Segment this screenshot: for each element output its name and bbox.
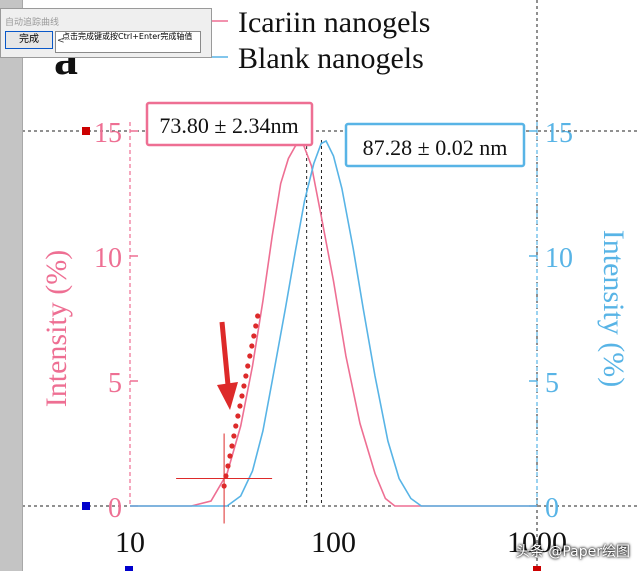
left-y-tick-label: 15 (94, 118, 122, 149)
hint-text: 点击完成键或按Ctrl+Enter完成轴值 (62, 32, 193, 41)
x-tick-label: 10 (115, 526, 145, 559)
x-tick-label: 1000 (507, 526, 567, 559)
trace-point (239, 393, 245, 399)
right-y-axis-title: Intensity (%) (597, 230, 630, 387)
axis-marker-x10 (125, 566, 133, 571)
trace-point (231, 433, 237, 439)
left-y-tick-label: 0 (108, 493, 122, 524)
left-y-tick-label: 5 (108, 368, 122, 399)
trace-point (225, 463, 231, 469)
blank-size-label: 87.28 ± 0.02 nm (363, 135, 508, 160)
axis-marker-x1000 (533, 566, 541, 571)
finish-button[interactable]: 完成 (5, 31, 53, 49)
dialog-title: 自动追踪曲线 (5, 18, 60, 28)
blank-size-box (344, 122, 526, 168)
left-y-axis-title: Intensity (%) (40, 250, 73, 407)
trace-point (241, 383, 247, 389)
trace-point (227, 453, 233, 459)
indicator-arrow-head (217, 382, 238, 410)
axis-marker-y0 (82, 502, 90, 510)
series-line-icariin (130, 139, 537, 507)
trace-point (245, 363, 251, 369)
trace-point (249, 343, 255, 349)
trace-point (255, 313, 261, 319)
trace-point (229, 443, 235, 449)
icariin-size-box (145, 101, 314, 147)
trace-point (243, 373, 249, 379)
series-line-blank (130, 139, 537, 507)
left-y-tick-label: 10 (94, 243, 122, 274)
right-y-tick-label: 15 (545, 118, 573, 149)
right-y-tick-label: 10 (545, 243, 573, 274)
trace-point (251, 333, 257, 339)
trace-point (237, 403, 243, 409)
trace-point (233, 423, 239, 429)
window-left-strip (0, 0, 23, 571)
hint-arrow: < (57, 36, 65, 46)
right-y-tick-label: 5 (545, 368, 559, 399)
right-y-tick-label: 0 (545, 493, 559, 524)
legend-label: Icariin nanogels (238, 6, 430, 39)
trace-point (247, 353, 253, 359)
x-tick-label: 100 (311, 526, 356, 559)
trace-point (253, 323, 259, 329)
axis-marker-y15 (82, 127, 90, 135)
legend-label: Blank nanogels (238, 42, 424, 75)
icariin-size-label: 73.80 ± 2.34nm (159, 113, 298, 138)
hint-box: < 点击完成键或按Ctrl+Enter完成轴值 (55, 31, 201, 53)
watermark: 头条 @Paper绘图 (515, 544, 630, 560)
indicator-arrow-shaft (219, 321, 231, 386)
trace-point (223, 473, 229, 479)
auto-trace-dialog: 自动追踪曲线 完成 < 点击完成键或按Ctrl+Enter完成轴值 (0, 8, 212, 58)
trace-point (235, 413, 241, 419)
